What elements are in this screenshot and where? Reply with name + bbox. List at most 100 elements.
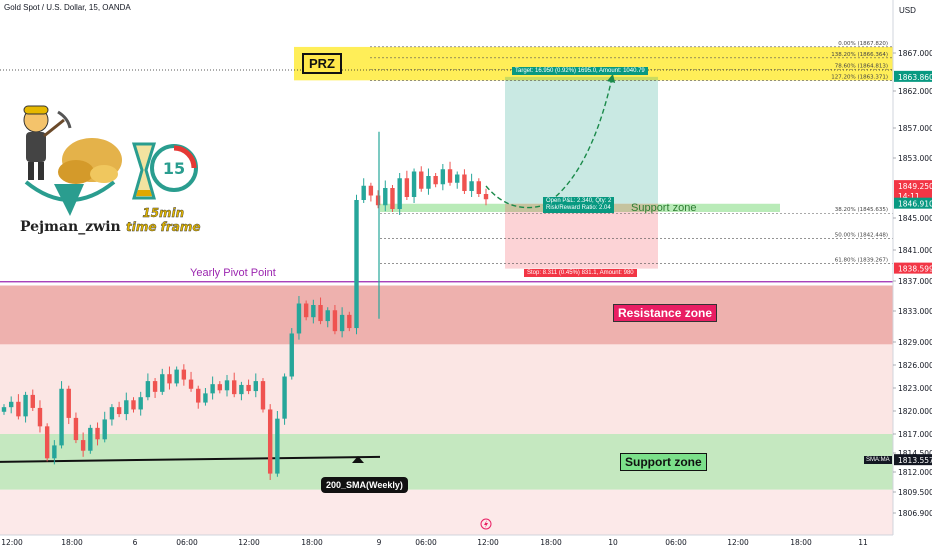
candle	[224, 374, 230, 397]
stop-label[interactable]: Stop: 8.311 (0.45%) 831.1, Amount: 980	[524, 269, 637, 277]
timeframe-badge: 15min time frame	[126, 206, 201, 234]
candle	[253, 373, 258, 398]
candle	[116, 401, 122, 418]
sma-200-line	[0, 455, 381, 463]
fib-label: 50.00% (1842.448)	[835, 232, 888, 238]
candle	[404, 170, 410, 200]
candle	[303, 300, 309, 321]
price-tag	[894, 70, 932, 82]
price-tick-label: 1826.000	[898, 361, 932, 370]
candle-body	[253, 381, 258, 392]
candle-body	[109, 407, 115, 420]
author-name: Pejman_zwin	[20, 219, 121, 235]
support-zone-lower	[0, 434, 893, 490]
price-tick-label: 1806.900	[898, 509, 932, 518]
time-tick-label: 12:00	[238, 538, 260, 547]
candle-body	[23, 394, 28, 417]
candle-body	[1, 407, 7, 412]
resistance-zone-label[interactable]: Resistance zone	[613, 304, 718, 322]
candle	[167, 366, 172, 390]
candle	[145, 373, 151, 401]
candle	[419, 166, 424, 192]
target-label[interactable]: Target: 16.950 (0.92%) 1695.0, Amount: 1…	[512, 67, 648, 75]
price-tick-label: 1857.000	[898, 124, 932, 133]
support-zone-upper-label[interactable]: Support zone	[631, 202, 697, 214]
candle-body	[160, 374, 165, 392]
candle	[375, 190, 381, 209]
prz-label[interactable]: PRZ	[302, 53, 342, 74]
time-tick-label: 12:00	[1, 538, 23, 547]
candle-body	[152, 381, 158, 392]
candle-body	[37, 407, 43, 427]
fib-label: 127.20% (1863.371)	[831, 75, 888, 81]
yearly-pivot-label[interactable]: Yearly Pivot Point	[190, 267, 276, 279]
candle-body	[469, 181, 474, 191]
miner-logo	[23, 105, 122, 216]
symbol-title: Gold Spot / U.S. Dollar, 15, OANDA	[4, 3, 131, 12]
candle	[469, 173, 474, 197]
candle	[80, 432, 86, 457]
candle	[361, 178, 366, 203]
time-tick-label: 18:00	[790, 538, 812, 547]
price-tick-label: 1862.000	[898, 87, 932, 96]
time-tick-label: 06:00	[665, 538, 687, 547]
candle	[289, 328, 294, 380]
candle-body	[95, 427, 100, 440]
time-tick-label: 18:00	[61, 538, 83, 547]
candle-body	[174, 369, 179, 384]
candle-body	[311, 305, 316, 318]
sma-tag[interactable]: SMA:MA	[864, 456, 892, 464]
candle	[246, 379, 251, 395]
candle-body	[339, 314, 345, 332]
candle	[383, 180, 388, 212]
candle-body	[275, 418, 280, 474]
candle	[411, 168, 417, 203]
candle	[347, 311, 352, 332]
candle-body	[318, 305, 323, 322]
position-info[interactable]: Open P&L: 2.340, Qty: 2 Risk/Reward Rati…	[543, 197, 615, 213]
price-tick-label: 1837.000	[898, 277, 932, 286]
candle	[124, 392, 129, 421]
candle	[203, 388, 208, 406]
candle-body	[368, 185, 374, 196]
clock-number: 15	[163, 159, 185, 178]
price-tag-label: 1813.557	[898, 456, 932, 465]
candle	[260, 378, 266, 413]
candle-body	[426, 176, 431, 189]
price-tag	[894, 180, 932, 192]
timeframe-line-1: 15min	[142, 206, 185, 220]
price-tag	[894, 189, 932, 201]
price-tick-label: 1845.000	[898, 214, 932, 223]
price-tag-label: 1849.250	[898, 182, 932, 191]
price-tick-label: 1867.000	[898, 49, 932, 58]
candle-body	[44, 426, 50, 459]
candle-body	[124, 400, 129, 415]
candle	[131, 397, 136, 413]
price-tick-label: 1841.000	[898, 246, 932, 255]
candle-body	[138, 397, 143, 410]
candle-body	[210, 384, 215, 394]
candle-body	[145, 381, 151, 398]
risk-reward-label: Risk/Reward Ratio: 2.04	[546, 205, 611, 211]
currency-label[interactable]: USD	[899, 6, 916, 15]
fib-label: 78.60% (1864.813)	[835, 64, 888, 70]
candle	[188, 371, 194, 392]
candle	[339, 307, 345, 338]
support-zone-lower-label[interactable]: Support zone	[620, 453, 707, 471]
candle	[318, 297, 323, 325]
sma-200-label[interactable]: 200_SMA(Weekly)	[321, 477, 408, 493]
candle-body	[88, 427, 93, 451]
candle	[138, 391, 143, 416]
candle-body	[167, 374, 172, 384]
candle-body	[203, 393, 208, 403]
candle	[160, 368, 165, 395]
lightning-icon[interactable]	[480, 518, 492, 530]
time-tick-label: 10	[608, 538, 618, 547]
candle-body	[447, 169, 453, 183]
candle	[102, 411, 107, 443]
candle	[476, 178, 482, 197]
candle	[447, 161, 453, 186]
candle	[174, 366, 179, 387]
candle-body	[332, 310, 338, 332]
